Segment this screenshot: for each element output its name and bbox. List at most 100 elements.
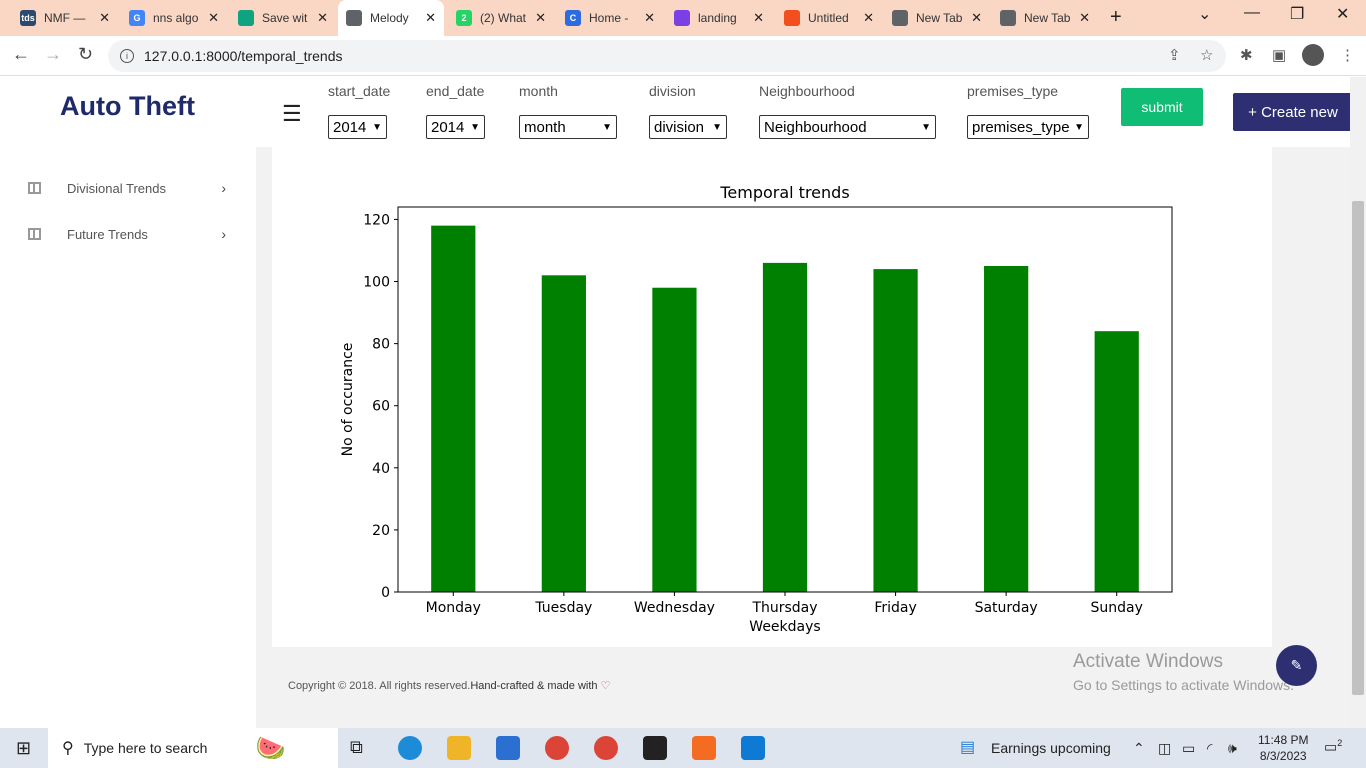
sidebar-item-future-trends[interactable]: Future Trends ›	[28, 222, 228, 246]
close-window-button[interactable]: ✕	[1336, 6, 1350, 23]
browser-tab[interactable]: Melody ✕	[338, 0, 444, 36]
taskbar-search-placeholder: Type here to search	[83, 740, 208, 756]
chevron-down-icon: ▼	[921, 121, 931, 133]
page-scrollbar[interactable]	[1350, 77, 1366, 728]
chrome-icon[interactable]	[545, 736, 569, 760]
tab-close-icon[interactable]: ✕	[535, 10, 546, 25]
tab-favicon-icon: C	[565, 10, 581, 26]
menu-kebab-icon[interactable]: ⋮	[1340, 47, 1355, 64]
tab-close-icon[interactable]: ✕	[425, 10, 436, 25]
vscode-icon[interactable]	[741, 736, 765, 760]
tab-search-icon[interactable]: ⌄	[1198, 6, 1212, 23]
tray-chevron-up-icon[interactable]: ⌃	[1133, 740, 1145, 756]
wifi-icon[interactable]: ◜	[1207, 740, 1213, 756]
chart-card: Temporal trends Monday Tuesday Wednesday Thu…	[272, 147, 1272, 647]
theme-paint-icon[interactable]: ✎	[1276, 645, 1317, 686]
temporal-trends-chart: Temporal trends Monday Tuesday Wednesday Thu…	[340, 183, 1173, 635]
x-tick-label: Monday	[426, 600, 481, 616]
end-date-select[interactable]: 2014 ▼	[426, 115, 485, 139]
volume-icon[interactable]: 🕪	[1228, 740, 1237, 756]
bar-monday	[431, 225, 476, 592]
create-new-button[interactable]: + Create new	[1233, 93, 1350, 131]
clock-time: 11:48 PM	[1258, 733, 1309, 747]
board-icon	[28, 228, 41, 240]
browser-tab[interactable]: Save wit ✕	[230, 4, 336, 32]
browser-tab[interactable]: tds NMF — ✕	[12, 4, 118, 32]
month-select[interactable]: month ▼	[519, 115, 617, 139]
neighbourhood-select[interactable]: Neighbourhood ▼	[759, 115, 936, 139]
browser-tab[interactable]: 2 (2) What ✕	[448, 4, 554, 32]
month-label: month	[519, 83, 558, 99]
xampp-icon[interactable]	[692, 736, 716, 760]
division-select[interactable]: division ▼	[649, 115, 727, 139]
mail-icon[interactable]	[496, 736, 520, 760]
bar-friday	[873, 269, 918, 592]
bar-wednesday	[652, 287, 697, 592]
browser-tab[interactable]: C Home - ✕	[557, 4, 663, 32]
tab-close-icon[interactable]: ✕	[753, 10, 764, 25]
submit-button[interactable]: submit	[1121, 88, 1203, 126]
bar-saturday	[984, 265, 1029, 592]
premises-type-select[interactable]: premises_type ▼	[967, 115, 1089, 139]
new-tab-button[interactable]: +	[1110, 6, 1122, 28]
extensions-icon[interactable]: ✱	[1240, 47, 1253, 64]
y-tick-label: 120	[363, 212, 390, 228]
x-tick-label: Wednesday	[634, 600, 715, 616]
task-view-icon[interactable]: ⧉	[350, 737, 363, 757]
browser-tab[interactable]: New Tab ✕	[992, 4, 1098, 32]
tab-close-icon[interactable]: ✕	[317, 10, 328, 25]
scrollbar-thumb[interactable]	[1352, 201, 1364, 695]
sidebar-item-label: Future Trends	[67, 226, 148, 242]
tab-favicon-icon	[346, 10, 362, 26]
side-panel-icon[interactable]: ▣	[1272, 47, 1287, 64]
tab-close-icon[interactable]: ✕	[863, 10, 874, 25]
copyright-text: Copyright © 2018. All rights reserved.	[288, 680, 471, 692]
windows-start-icon[interactable]: ⊞	[16, 738, 32, 758]
notifications-icon[interactable]: ▭2	[1324, 738, 1343, 755]
url-field[interactable]: i 127.0.0.1:8000/temporal_trends	[108, 40, 1226, 72]
clock-date: 8/3/2023	[1259, 749, 1307, 763]
profile-avatar[interactable]	[1302, 44, 1324, 66]
site-info-icon[interactable]: i	[120, 49, 134, 63]
weather-text[interactable]: Earnings upcoming	[991, 740, 1111, 756]
top-navbar: ☰ start_date 2014 ▼ end_date 2014 ▼ month …	[256, 77, 1350, 147]
taskbar-search[interactable]: ⚲ Type here to search 🍉	[48, 728, 338, 768]
chevron-down-icon: ▼	[1074, 121, 1084, 133]
system-clock[interactable]: 11:48 PM 8/3/2023	[1258, 732, 1308, 764]
heart-icon: ♡	[600, 680, 611, 692]
hamburger-menu-icon[interactable]: ☰	[282, 101, 302, 126]
sidebar-item-divisional-trends[interactable]: Divisional Trends ›	[28, 176, 228, 200]
terminal-icon[interactable]	[643, 736, 667, 760]
bookmark-star-icon[interactable]: ☆	[1200, 47, 1214, 64]
start-date-select[interactable]: 2014 ▼	[328, 115, 387, 139]
back-icon[interactable]: ←	[12, 44, 30, 64]
file-explorer-icon[interactable]	[447, 736, 471, 760]
division-value: division	[654, 118, 705, 136]
minimize-button[interactable]: —	[1244, 4, 1260, 21]
watermelon-icon: 🍉	[255, 734, 286, 762]
tab-close-icon[interactable]: ✕	[644, 10, 655, 25]
chrome-profile-icon[interactable]	[594, 736, 618, 760]
camera-icon[interactable]: ◫	[1158, 740, 1172, 756]
battery-icon[interactable]: ▭	[1182, 740, 1196, 756]
browser-tab[interactable]: landing ✕	[666, 4, 772, 32]
tab-close-icon[interactable]: ✕	[971, 10, 982, 25]
tab-close-icon[interactable]: ✕	[208, 10, 219, 25]
tab-favicon-icon: G	[129, 10, 145, 26]
share-icon[interactable]: ⇪	[1168, 47, 1181, 64]
brand-logo[interactable]: Auto Theft	[60, 91, 195, 121]
edge-icon[interactable]	[398, 736, 422, 760]
browser-tab[interactable]: Untitled ✕	[776, 4, 882, 32]
tab-close-icon[interactable]: ✕	[99, 10, 110, 25]
reload-icon[interactable]: ↻	[78, 44, 94, 64]
forward-icon[interactable]: →	[44, 44, 62, 64]
x-axis-label: Weekdays	[749, 619, 820, 635]
board-icon	[28, 182, 41, 194]
restore-button[interactable]: ❐	[1290, 6, 1305, 23]
web-page: Auto Theft Divisional Trends › Future Tr…	[0, 77, 1350, 728]
browser-tab[interactable]: New Tab ✕	[884, 4, 990, 32]
bar-sunday	[1094, 331, 1139, 592]
tab-close-icon[interactable]: ✕	[1079, 10, 1090, 25]
tab-title: New Tab	[1024, 11, 1071, 25]
